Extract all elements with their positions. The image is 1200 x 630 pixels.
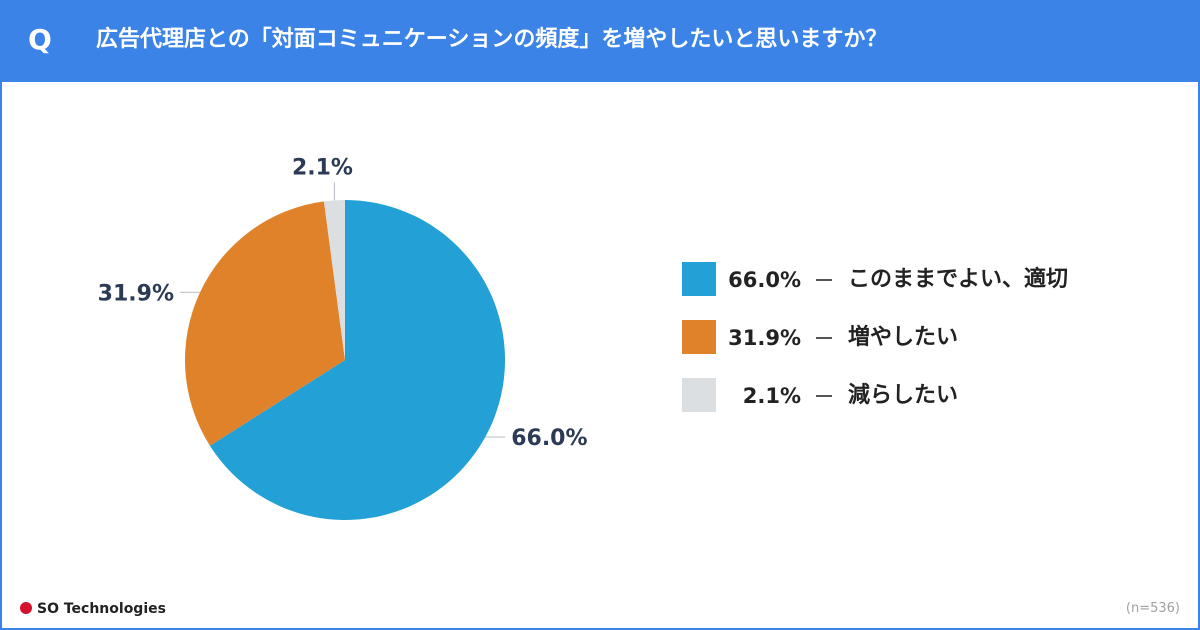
legend-dash-icon [816, 279, 832, 281]
brand-logo: SO Technologies [20, 600, 166, 618]
slice-label-appropriate: 66.0% [511, 426, 587, 451]
question-header: Q 広告代理店との「対面コミュニケーションの頻度」を増やしたいと思いますか？ [0, 0, 1200, 82]
slice-label-increase: 31.9% [98, 281, 174, 306]
legend-dash-icon [816, 337, 832, 339]
sample-size-note: (n=536) [1125, 601, 1180, 616]
legend-swatch-appropriate [682, 262, 716, 296]
brand-dot-icon [20, 602, 32, 614]
slice-label-decrease: 2.1% [292, 155, 353, 180]
legend-label-increase: 増やしたい [848, 325, 959, 350]
pie-slice-increase [184, 201, 345, 446]
brand-name: SO Technologies [37, 601, 166, 617]
question-title: 広告代理店との「対面コミュニケーションの頻度」を増やしたいと思いますか？ [96, 27, 888, 52]
pie-slice-appropriate [209, 200, 505, 520]
legend-value-appropriate: 66.0% [728, 268, 801, 292]
legend-label-decrease: 減らしたい [848, 383, 959, 408]
legend-value-decrease: 2.1% [742, 384, 801, 408]
legend-swatch-increase [682, 320, 716, 354]
legend-dash-icon [816, 395, 832, 397]
pie-slice-decrease [323, 200, 345, 360]
legend-value-increase: 31.9% [728, 326, 801, 350]
legend-label-appropriate: このままでよい、適切 [848, 267, 1069, 292]
question-mark-label: Q [28, 23, 52, 56]
legend-swatch-decrease [682, 378, 716, 412]
